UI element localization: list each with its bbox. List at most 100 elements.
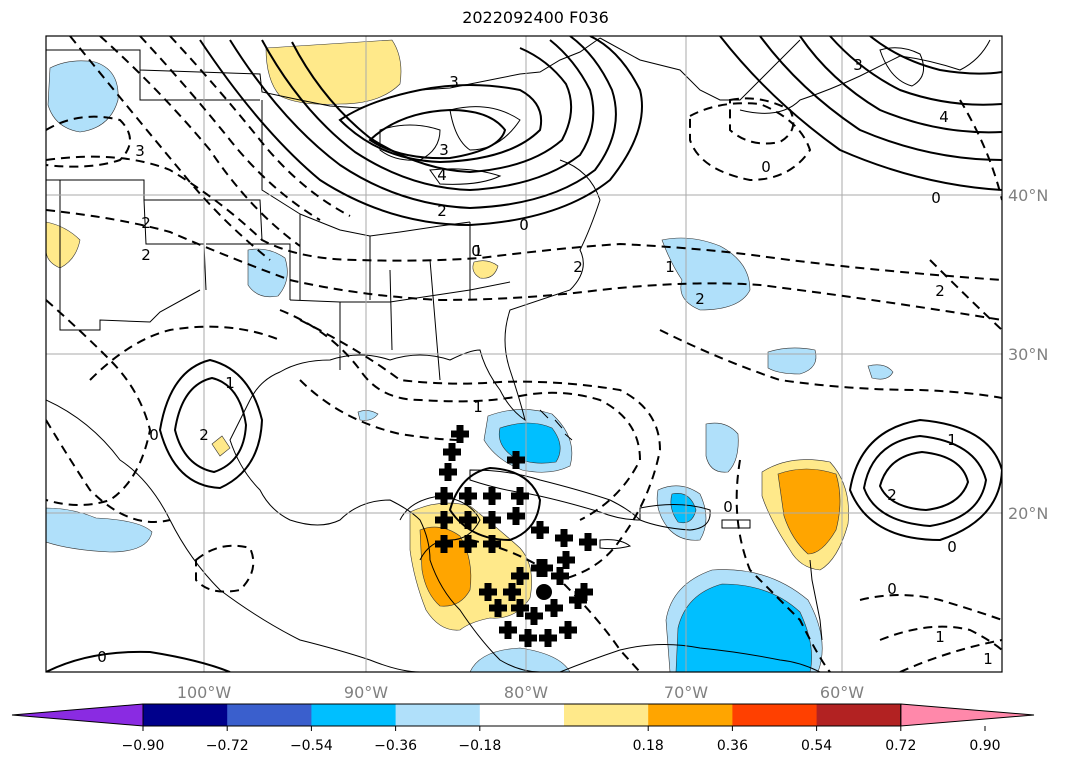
storm-center-marker xyxy=(536,584,552,600)
map-title: 2022092400 F036 xyxy=(462,8,609,27)
plus-marker xyxy=(507,507,525,525)
plus-marker xyxy=(559,621,577,639)
contour-label: 1 xyxy=(665,258,675,276)
plus-marker xyxy=(479,583,497,601)
plus-marker xyxy=(511,599,529,617)
plus-marker xyxy=(569,591,587,609)
plus-marker xyxy=(483,511,501,529)
plus-marker xyxy=(551,567,569,585)
contour-label: 1 xyxy=(473,242,483,260)
contour-label: 0 xyxy=(887,580,897,598)
map-border xyxy=(45,35,1003,673)
solid-contours xyxy=(46,36,1002,672)
colorbar-segment xyxy=(227,704,312,726)
plus-markers xyxy=(435,425,597,647)
colorbar-tick-label: 0.18 xyxy=(633,738,664,754)
contour-label: 0 xyxy=(471,242,481,260)
coastlines xyxy=(46,37,991,672)
colorbar-tick-label: 0.36 xyxy=(717,738,748,754)
plus-marker xyxy=(483,535,501,553)
contour-label: 0 xyxy=(761,158,771,176)
colorbar-tick-label: 0.90 xyxy=(969,738,1000,754)
contour-label: 2 xyxy=(141,246,151,264)
contour-label: 2 xyxy=(199,426,209,444)
colorbar-segment xyxy=(732,704,818,726)
plus-marker xyxy=(435,535,453,553)
plus-marker xyxy=(503,583,521,601)
plus-marker xyxy=(531,521,549,539)
plus-marker xyxy=(499,621,517,639)
colorbar-segment xyxy=(479,704,565,726)
lon-label: 90°W xyxy=(344,683,388,702)
colorbar-segment xyxy=(648,704,733,726)
plus-marker xyxy=(443,443,461,461)
plus-marker xyxy=(539,629,557,647)
contour-label: 0 xyxy=(723,498,733,516)
colorbar-extend-low xyxy=(11,703,144,727)
colorbar-tick-label: −0.54 xyxy=(290,738,333,754)
contour-label: 0 xyxy=(149,426,159,444)
contour-label: 1 xyxy=(983,650,993,668)
contour-label: 3 xyxy=(853,56,863,74)
contour-label: 2 xyxy=(573,258,583,276)
lon-label: 70°W xyxy=(664,683,708,702)
lon-label: 60°W xyxy=(820,683,864,702)
lat-label: 20°N xyxy=(1008,504,1048,523)
contour-label: 1 xyxy=(225,374,235,392)
colorbar-tick-label: −0.90 xyxy=(122,738,165,754)
plus-marker xyxy=(459,535,477,553)
lon-label: 80°W xyxy=(504,683,548,702)
contour-label: 1 xyxy=(935,628,945,646)
colorbar: −0.90 −0.72 −0.54 −0.36 −0.18 0.18 0.36 0.54 0.7… xyxy=(11,703,1035,754)
colorbar-tick-label: −0.72 xyxy=(206,738,249,754)
lon-label: 100°W xyxy=(177,683,232,702)
contour-label: 2 xyxy=(935,282,945,300)
colorbar-segment xyxy=(395,704,481,726)
lat-label: 30°N xyxy=(1008,345,1048,364)
plus-marker xyxy=(511,487,529,505)
colorbar-tick-label: 0.54 xyxy=(801,738,832,754)
plus-marker xyxy=(489,599,507,617)
contour-label: 2 xyxy=(887,486,897,504)
contour-label: 2 xyxy=(141,214,151,232)
contour-label: 3 xyxy=(135,142,145,160)
plus-marker xyxy=(535,559,553,577)
contour-label: 0 xyxy=(97,648,107,666)
contour-label: 0 xyxy=(519,216,529,234)
contour-label: 4 xyxy=(437,166,447,184)
colorbar-segment xyxy=(143,704,228,726)
colorbar-segment xyxy=(816,704,902,726)
plus-marker xyxy=(511,567,529,585)
contour-label: 0 xyxy=(947,538,957,556)
contour-label: 4 xyxy=(939,108,949,126)
plus-marker xyxy=(459,511,477,529)
colorbar-extend-high xyxy=(900,703,1035,727)
lat-label: 40°N xyxy=(1008,186,1048,205)
colorbar-outline xyxy=(142,703,902,727)
plus-marker xyxy=(519,629,537,647)
plus-marker xyxy=(579,533,597,551)
contour-label: 3 xyxy=(439,141,449,159)
plus-marker xyxy=(451,425,469,443)
plus-marker xyxy=(525,607,543,625)
contour-label: 3 xyxy=(449,73,459,91)
colorbar-segment xyxy=(311,704,397,726)
contour-label: 2 xyxy=(695,290,705,308)
dashed-contours xyxy=(46,36,1002,672)
plus-marker xyxy=(483,487,501,505)
plus-marker xyxy=(555,529,573,547)
plus-marker xyxy=(459,487,477,505)
colorbar-tick-label: 0.72 xyxy=(885,738,916,754)
plus-marker xyxy=(435,511,453,529)
plus-marker xyxy=(507,451,525,469)
contour-label: 1 xyxy=(947,431,957,449)
contour-label: 2 xyxy=(437,202,447,220)
plus-marker xyxy=(435,487,453,505)
colorbar-tick-label: −0.18 xyxy=(458,738,501,754)
plus-marker xyxy=(575,583,593,601)
colorbar-segment xyxy=(564,704,649,726)
plus-marker xyxy=(439,463,457,481)
plus-marker xyxy=(545,599,563,617)
contour-labels: 3 3 4 2 3 0 2 2 1 2 0 3 4 0 2 1 2 1 1 0 … xyxy=(97,56,993,668)
